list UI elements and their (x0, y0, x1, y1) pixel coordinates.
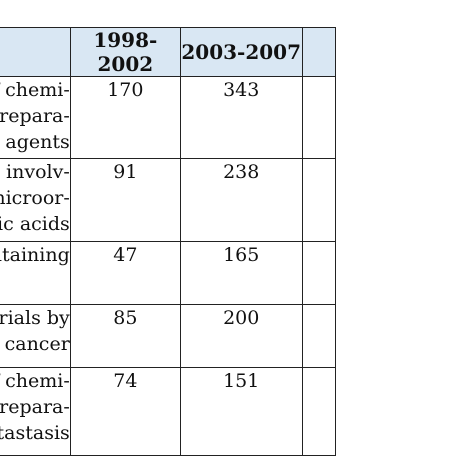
cell-next-period (301, 76, 337, 159)
table-row: containing 47 165 (0, 241, 337, 305)
table-row: esses involv- s or microor- cleic acids … (0, 158, 337, 242)
row-label-line: cleic acids (0, 213, 70, 235)
row-label-line: r cancer (0, 333, 70, 355)
cell-1998-2002: 170 (69, 76, 181, 159)
row-label-line: materials by (0, 307, 70, 329)
table-row: materials by r cancer 85 200 (0, 304, 337, 368)
cell-1998-2002: 47 (69, 241, 181, 305)
cell-2003-2007: 165 (179, 241, 303, 305)
table-header-row: 1998-2002 2003-2007 (0, 27, 337, 77)
row-label-line: s or microor- (0, 187, 70, 209)
statistics-table: 1998-2002 2003-2007 ity of chemi- nal pr… (0, 27, 337, 456)
cell-next-period (301, 241, 337, 305)
cell-1998-2002: 91 (69, 158, 181, 242)
row-label-line: etastasis (0, 422, 70, 444)
row-label: ity of chemi- nal prepara- c agents (0, 76, 71, 159)
row-label: containing (0, 241, 71, 305)
header-next-period (301, 27, 337, 77)
table-row: ity of chemi- nal prepara- c agents 170 … (0, 76, 337, 159)
row-label-line: nal prepara- (0, 105, 70, 127)
row-label-line: containing (0, 244, 70, 266)
row-label-line: esses involv- (0, 161, 70, 183)
header-period-1998-2002: 1998-2002 (69, 27, 181, 77)
row-label: materials by r cancer (0, 304, 71, 368)
cell-2003-2007: 200 (179, 304, 303, 368)
header-period-2003-2007: 2003-2007 (179, 27, 303, 77)
cell-1998-2002: 74 (69, 367, 181, 456)
cell-next-period (301, 304, 337, 368)
row-label: esses involv- s or microor- cleic acids (0, 158, 71, 242)
cell-2003-2007: 238 (179, 158, 303, 242)
row-label: ity of chemi- nal prepara- etastasis (0, 367, 71, 456)
cell-2003-2007: 151 (179, 367, 303, 456)
cell-next-period (301, 367, 337, 456)
row-label-line: ity of chemi- (0, 79, 70, 101)
header-label-column (0, 27, 71, 77)
table-row: ity of chemi- nal prepara- etastasis 74 … (0, 367, 337, 456)
row-label-line: c agents (0, 131, 70, 153)
cell-1998-2002: 85 (69, 304, 181, 368)
row-label-line: ity of chemi- (0, 370, 70, 392)
row-label-line: nal prepara- (0, 396, 70, 418)
cell-2003-2007: 343 (179, 76, 303, 159)
cell-next-period (301, 158, 337, 242)
